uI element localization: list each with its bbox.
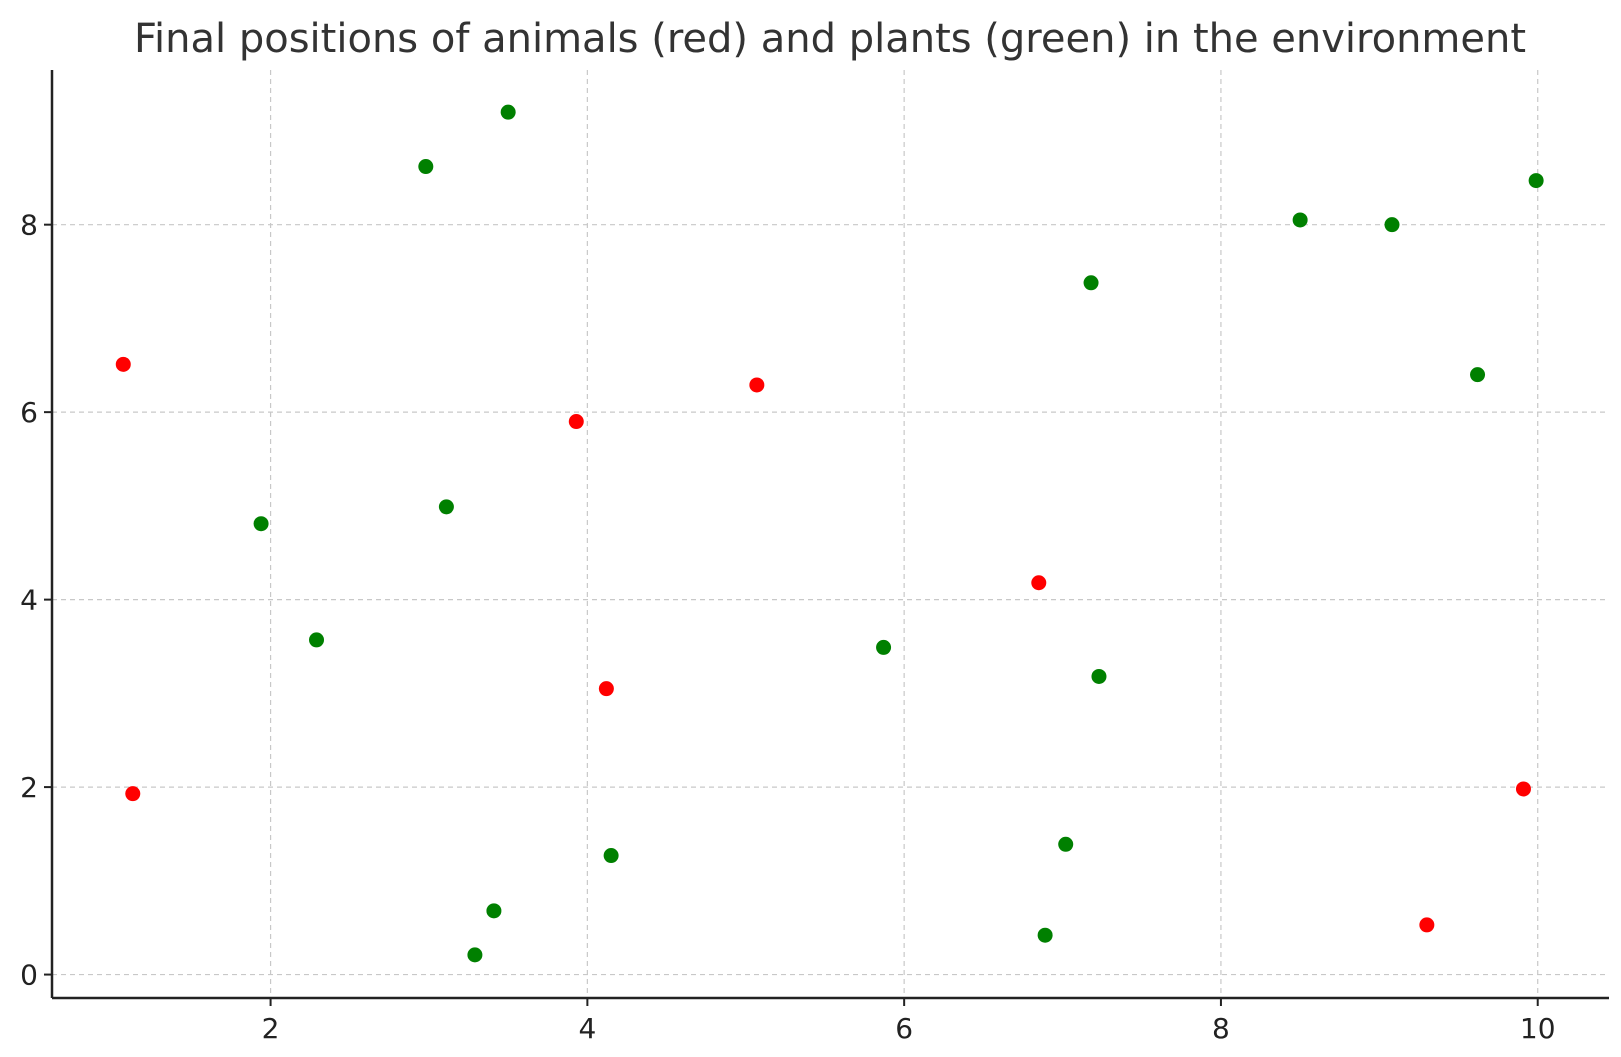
animal-point [115,356,131,372]
plant-point [1528,173,1544,189]
x-tick-label: 4 [578,1012,596,1045]
grid-lines [52,70,1609,998]
y-ticks: 0 2 4 6 8 [20,209,52,992]
animal-point [598,681,614,697]
plant-point [467,947,483,963]
animal-point [749,377,765,393]
y-tick-label: 6 [20,396,38,429]
plant-point [438,499,454,515]
chart-title: Final positions of animals (red) and pla… [134,16,1526,62]
animal-point [568,414,584,430]
plant-point [1058,836,1074,852]
y-tick-label: 8 [20,209,38,242]
y-tick-label: 4 [20,584,38,617]
plant-point [418,159,434,175]
plant-point [1091,668,1107,684]
x-tick-label: 2 [262,1012,280,1045]
x-tick-label: 10 [1520,1012,1556,1045]
animal-point [125,786,141,802]
plant-point [253,516,269,532]
x-tick-label: 8 [1212,1012,1230,1045]
x-ticks: 2 4 6 8 10 [262,998,1556,1045]
plant-point [309,632,325,648]
plant-point [1384,217,1400,233]
animal-point [1515,781,1531,797]
plant-point [500,104,516,120]
plant-point [1083,275,1099,291]
plant-point [1470,367,1486,383]
data-points [115,104,1544,963]
axes [50,70,1609,1000]
animal-point [1419,917,1435,933]
y-tick-label: 2 [20,771,38,804]
plant-point [876,639,892,655]
plant-point [1292,212,1308,228]
x-tick-label: 6 [895,1012,913,1045]
plant-point [1037,927,1053,943]
animal-point [1031,575,1047,591]
y-tick-label: 0 [20,959,38,992]
plant-point [603,848,619,864]
plant-point [486,903,502,919]
